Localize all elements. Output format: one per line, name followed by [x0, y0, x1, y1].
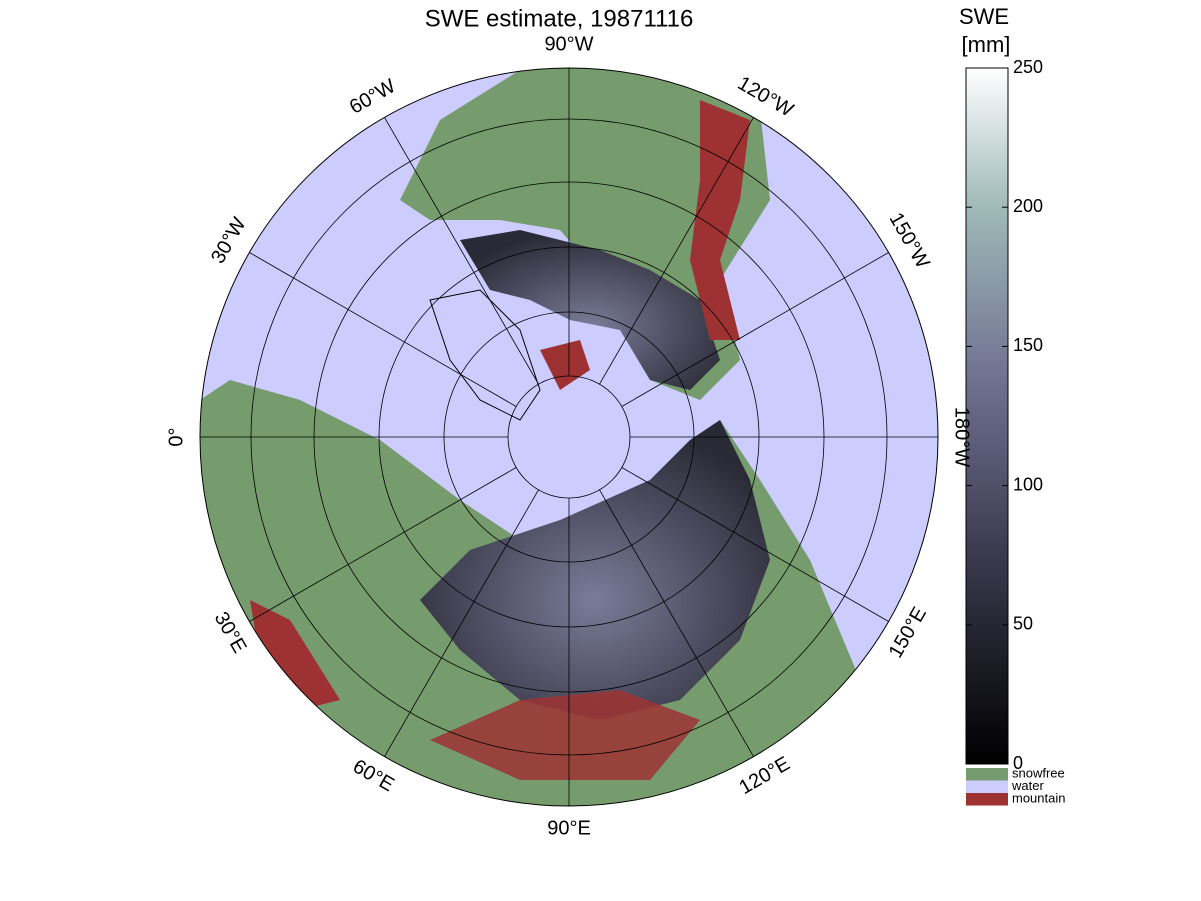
longitude-label: 60°W	[346, 75, 400, 119]
colorbar-tick-label: 100	[1013, 474, 1043, 494]
meridian	[599, 489, 754, 757]
legend-swatch	[966, 793, 1008, 806]
colorbar-unit: [mm]	[962, 32, 1011, 57]
legend-swatch	[966, 768, 1008, 781]
legend-label: mountain	[1012, 790, 1065, 805]
legend-label: water	[1011, 778, 1044, 793]
colorbar-tick-label: 150	[1013, 335, 1043, 355]
colorbar-tick-label: 0	[1013, 753, 1023, 773]
longitude-label: 60°E	[349, 755, 398, 796]
meridian	[249, 252, 517, 407]
meridian	[384, 489, 539, 757]
longitude-label: 180°W	[951, 407, 973, 467]
colorbar-tick-label: 250	[1013, 57, 1043, 77]
longitude-label: 90°E	[547, 817, 591, 839]
mountain-america	[690, 100, 750, 340]
longitude-label: 0°	[165, 427, 187, 446]
longitude-label: 30°W	[207, 214, 251, 268]
longitude-label: 30°E	[210, 608, 251, 657]
ellesmere	[540, 340, 590, 390]
mountain-asia	[430, 690, 700, 780]
greenland	[429, 289, 541, 421]
meridian	[621, 467, 889, 622]
map-title: SWE estimate, 19871116	[425, 5, 694, 32]
colorbar-title: SWE	[959, 4, 1009, 29]
map-area	[200, 68, 938, 806]
meridian	[384, 117, 539, 385]
colorbar-tick-label: 50	[1013, 614, 1033, 634]
colorbar-tick-label: 200	[1013, 196, 1043, 216]
north-america-snow	[460, 230, 720, 390]
meridian	[621, 252, 889, 407]
graticule	[200, 68, 938, 806]
meridian	[599, 117, 754, 385]
legend-swatch	[966, 780, 1008, 793]
eurasia-snow	[420, 420, 770, 720]
longitude-label: 90°W	[544, 33, 593, 55]
legend-label: snowfree	[1012, 765, 1065, 780]
meridian	[249, 467, 517, 622]
mountain-europe	[250, 600, 340, 710]
map-frame	[199, 67, 939, 807]
colorbar	[965, 67, 1009, 765]
